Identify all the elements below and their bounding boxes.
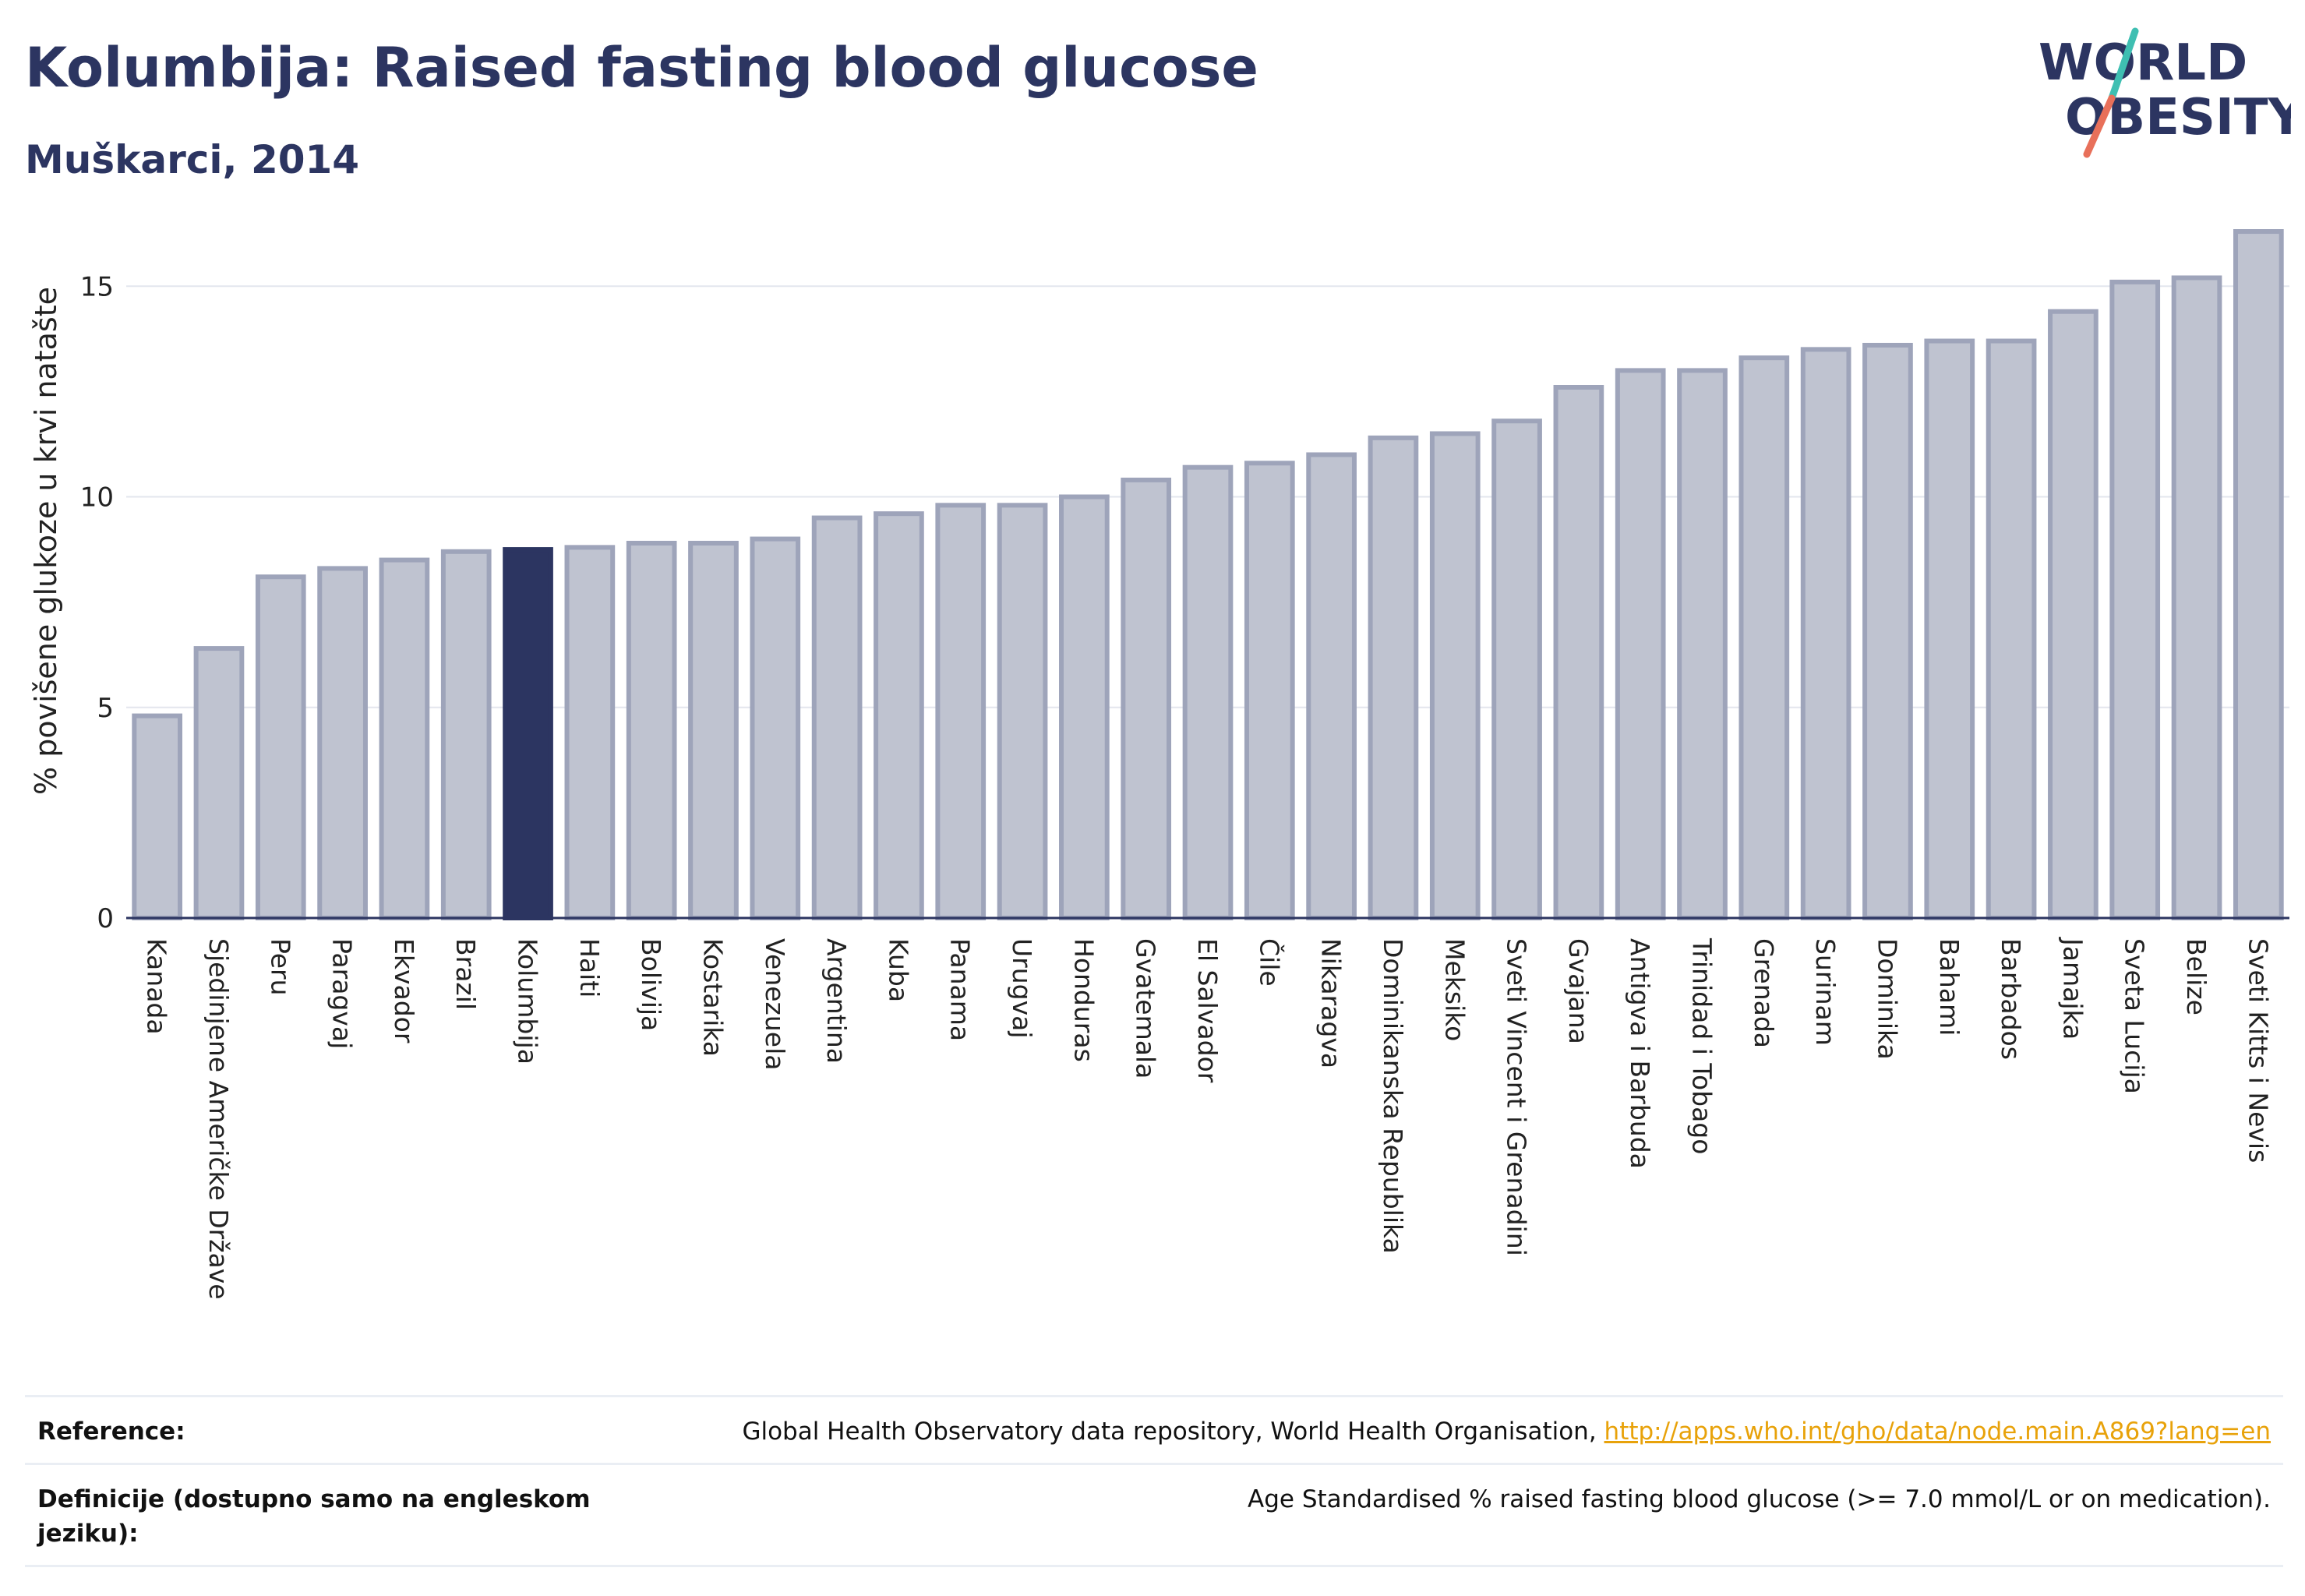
reference-row: Reference: Global Health Observatory dat… bbox=[25, 1395, 2283, 1463]
x-tick-label: Peru bbox=[265, 938, 295, 996]
bar bbox=[1986, 338, 2037, 920]
x-tick-label: Barbados bbox=[1996, 938, 2026, 1060]
bar bbox=[688, 540, 739, 920]
x-tick-label: Sveti Vincent i Grenadini bbox=[1502, 938, 1532, 1256]
bar bbox=[317, 566, 368, 921]
x-tick-label: Kanada bbox=[142, 938, 172, 1035]
bar bbox=[874, 511, 924, 920]
bar bbox=[379, 557, 430, 920]
x-tick-label: Haiti bbox=[574, 938, 605, 998]
x-tick-label: Bolivija bbox=[636, 938, 666, 1031]
logo-word-world: WORLD bbox=[2038, 34, 2247, 92]
x-tick-label: Kuba bbox=[883, 938, 913, 1002]
x-tick-label: Grenada bbox=[1749, 938, 1779, 1048]
x-tick-label: Argentina bbox=[821, 938, 852, 1064]
chart-title: Kolumbija: Raised fasting blood glucose bbox=[25, 36, 1258, 100]
x-tick-label: Jamajka bbox=[2057, 937, 2088, 1040]
reference-value: Global Health Observatory data repositor… bbox=[742, 1414, 2271, 1449]
bar bbox=[440, 549, 492, 920]
x-tick-label: Brazil bbox=[450, 938, 481, 1010]
bar bbox=[564, 545, 616, 921]
definition-label: Definicije (dostupno samo na engleskom j… bbox=[37, 1485, 591, 1548]
x-tick-label: Trinidad i Tobago bbox=[1687, 937, 1717, 1154]
logo-slash-top bbox=[2108, 27, 2139, 102]
x-tick-label: Sveta Lucija bbox=[2120, 938, 2150, 1094]
bar bbox=[1368, 435, 1419, 920]
bar bbox=[1429, 431, 1481, 920]
bar bbox=[1924, 338, 1975, 920]
x-tick-label: Kolumbija bbox=[513, 938, 543, 1065]
bar bbox=[1244, 461, 1295, 920]
bar bbox=[2171, 275, 2222, 920]
bar bbox=[1677, 368, 1728, 920]
bar bbox=[1059, 494, 1110, 920]
reference-table: Reference: Global Health Observatory dat… bbox=[25, 1395, 2283, 1567]
bar bbox=[132, 713, 183, 920]
bar bbox=[1491, 418, 1542, 920]
bar bbox=[811, 515, 863, 920]
y-tick-label: 0 bbox=[97, 903, 114, 934]
definition-row: Definicije (dostupno samo na engleskom j… bbox=[25, 1463, 2283, 1567]
x-tick-label: Dominika bbox=[1872, 938, 1902, 1060]
x-tick-label: Surinam bbox=[1810, 938, 1841, 1046]
y-tick-label: 15 bbox=[80, 271, 114, 302]
bar bbox=[626, 540, 677, 920]
bar bbox=[1553, 385, 1604, 920]
reference-text: Global Health Observatory data repositor… bbox=[742, 1418, 1597, 1446]
bar bbox=[1800, 347, 1851, 921]
x-tick-label: Belize bbox=[2181, 938, 2211, 1015]
x-tick-label: Urugvaj bbox=[1007, 938, 1037, 1039]
bar-chart: 0 5 10 15 % povišene glukoze u krvi natašte K… bbox=[29, 229, 2289, 1300]
x-tick-label: Paragvaj bbox=[327, 938, 358, 1049]
bar bbox=[750, 536, 801, 920]
x-tick-label: Antigva i Barbuda bbox=[1625, 938, 1655, 1169]
bar bbox=[997, 503, 1048, 920]
bar bbox=[255, 574, 306, 920]
definition-value: Age Standardised % raised fasting blood … bbox=[1248, 1485, 2271, 1513]
x-tick-label: Sveti Kitts i Nevis bbox=[2243, 938, 2273, 1163]
x-tick-label: Ekvador bbox=[389, 938, 419, 1043]
chart-subtitle: Muškarci, 2014 bbox=[25, 137, 360, 182]
x-tick-label: Nikaragva bbox=[1316, 938, 1347, 1068]
bar bbox=[2233, 229, 2284, 920]
bar bbox=[1615, 368, 1666, 920]
x-tick-label: El Salvador bbox=[1192, 938, 1223, 1083]
x-tick-label: Panama bbox=[945, 938, 976, 1041]
x-tick-label: Kostarika bbox=[697, 938, 728, 1057]
x-tick-label: Bahami bbox=[1934, 938, 1964, 1036]
x-tick-label: Meksiko bbox=[1439, 938, 1470, 1041]
y-tick-label: 5 bbox=[97, 693, 114, 724]
world-obesity-logo: WORLD OBESITY bbox=[2038, 27, 2291, 158]
bar-highlighted bbox=[503, 547, 553, 920]
bar bbox=[1121, 477, 1172, 920]
x-tick-label: Sjedinjene Američke Države bbox=[203, 938, 234, 1300]
bar bbox=[1862, 342, 1913, 920]
bar bbox=[1306, 452, 1357, 920]
bar bbox=[935, 503, 987, 920]
x-tick-label: Honduras bbox=[1068, 938, 1099, 1062]
logo-slash-bottom bbox=[2083, 94, 2116, 158]
bar bbox=[2048, 309, 2099, 920]
x-tick-label: Čile bbox=[1254, 938, 1285, 987]
reference-label: Reference: bbox=[37, 1418, 185, 1446]
y-tick-label: 10 bbox=[80, 482, 114, 514]
bar bbox=[2109, 279, 2161, 920]
x-tick-label: Dominikanska Republika bbox=[1378, 938, 1408, 1254]
reference-link[interactable]: http://apps.who.int/gho/data/node.main.A… bbox=[1604, 1418, 2271, 1446]
bar bbox=[193, 646, 245, 920]
x-tick-label: Gvajana bbox=[1563, 938, 1594, 1044]
bar bbox=[1182, 464, 1234, 920]
y-axis-label: % povišene glukoze u krvi natašte bbox=[29, 287, 63, 795]
bar bbox=[1738, 355, 1790, 920]
x-tick-label: Venezuela bbox=[760, 938, 790, 1070]
x-tick-label: Gvatemala bbox=[1131, 938, 1161, 1079]
